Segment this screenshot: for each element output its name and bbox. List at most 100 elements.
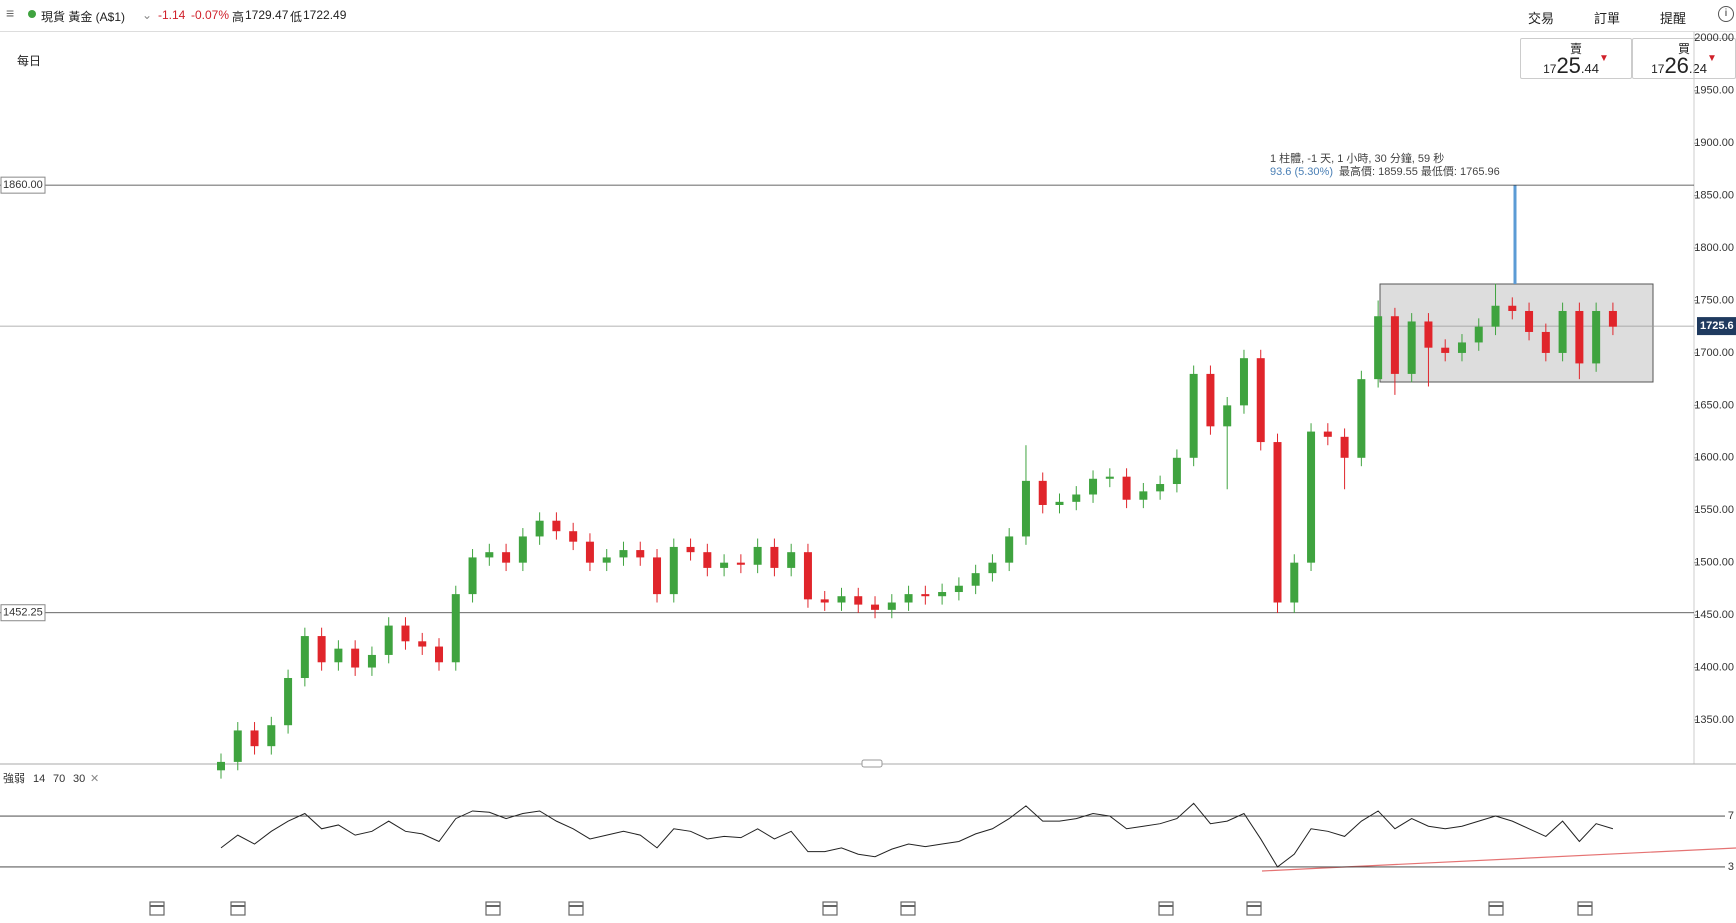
candle-body: [669, 546, 678, 595]
sell-box[interactable]: 賣 1725.44▼: [1520, 38, 1632, 79]
calendar-icon: [1246, 901, 1262, 916]
buy-box[interactable]: 買 1726.24▼: [1632, 38, 1736, 79]
candle-body: [954, 585, 963, 593]
candle-body: [451, 594, 460, 663]
menu-item[interactable]: 交易: [1528, 11, 1555, 26]
symbol[interactable]: 現貨 黃金 (A$1): [41, 10, 126, 24]
candle-body: [1072, 494, 1081, 502]
candle-body: [552, 520, 561, 532]
candle-body: [1525, 310, 1534, 332]
candle-body: [1474, 326, 1483, 343]
calendar-icon: [1577, 901, 1593, 916]
price-big: 25: [1556, 53, 1581, 78]
candle-body: [703, 552, 712, 568]
y-tick-label: 1850.00: [1694, 190, 1734, 202]
candle-body: [1273, 442, 1282, 603]
candle-body: [351, 648, 360, 668]
level-label: 7: [1728, 810, 1734, 822]
last-price-tag: [1697, 317, 1736, 336]
candle-body: [485, 552, 494, 558]
candle-body: [1105, 476, 1114, 479]
y-tick-label: 1800.00: [1694, 242, 1734, 254]
high-label: 高: [232, 10, 245, 24]
candle-body: [217, 761, 225, 771]
candle-body: [1172, 457, 1181, 485]
candle-body: [284, 678, 293, 726]
menu-icon[interactable]: ≡: [6, 5, 15, 21]
low-label: 低: [290, 10, 303, 24]
candle-body: [787, 552, 796, 568]
indicator-param: 30: [73, 773, 85, 785]
candle-body: [736, 562, 745, 565]
y-tick-label: 1450.00: [1694, 609, 1734, 621]
candle-body: [1189, 373, 1198, 458]
info-icon[interactable]: i: [1718, 6, 1734, 22]
candle-body: [1005, 536, 1014, 563]
indicator-param: 70: [53, 773, 65, 785]
horizontal-line-tag: [0, 604, 46, 622]
calendar-icon: [568, 901, 584, 916]
candle-body: [1139, 491, 1148, 500]
price-small: .44: [1580, 61, 1599, 76]
horizontal-line-label: 1452.25: [3, 607, 43, 619]
candle-body: [267, 725, 276, 747]
candle-body: [871, 604, 880, 610]
candle-body: [1122, 476, 1131, 500]
measure-values: 93.6 (5.30%) 最高價: 1859.55 最低價: 1765.96: [1270, 164, 1500, 178]
candle-body: [1323, 431, 1332, 437]
candle-body: [653, 557, 662, 595]
candle-body: [502, 552, 511, 563]
candle-body: [1508, 305, 1517, 311]
horizontal-line-tag: [0, 176, 46, 194]
pane-handle[interactable]: [861, 759, 883, 768]
candle-body: [619, 550, 628, 558]
candle-body: [1089, 478, 1098, 495]
sell-label: 賣: [1569, 42, 1582, 56]
calendar-icon: [230, 901, 246, 916]
candle-body: [904, 594, 913, 603]
menu-item[interactable]: 訂單: [1594, 11, 1621, 26]
candle-body: [569, 531, 578, 542]
timeframe[interactable]: 每日: [17, 54, 42, 68]
candle-body: [1575, 310, 1584, 364]
y-tick-label: 1900.00: [1694, 137, 1734, 149]
change: -1.14: [158, 8, 186, 22]
candle-body: [367, 654, 376, 668]
candle-body: [720, 562, 729, 568]
candle-body: [971, 573, 980, 586]
price-prefix: 17: [1651, 62, 1665, 76]
candle-body: [938, 592, 947, 597]
candle-body: [518, 536, 527, 563]
calendar-icon: [822, 901, 838, 916]
candle-body: [334, 648, 343, 663]
candle-body: [418, 641, 427, 647]
candle-body: [317, 636, 326, 663]
candle-body: [1021, 480, 1030, 537]
candle-body: [854, 596, 863, 605]
calendar-icons: [149, 901, 1593, 916]
indicator-close[interactable]: ✕: [90, 773, 99, 785]
candle-body: [1223, 405, 1232, 427]
y-tick-label: 2000.00: [1694, 32, 1734, 44]
candle-body: [1491, 305, 1500, 327]
candle-body: [602, 557, 611, 563]
buy-price: 1726.24▼: [1651, 53, 1717, 78]
candle-body: [233, 730, 242, 762]
candle-body: [1608, 310, 1617, 327]
candle-body: [1541, 331, 1550, 353]
last-price-label: 1725.6: [1700, 320, 1734, 332]
menu-item[interactable]: 提醒: [1660, 11, 1687, 26]
calendar-icon: [900, 901, 916, 916]
candle-body: [1340, 436, 1349, 458]
candle-body: [1374, 316, 1383, 380]
y-tick-label: 1950.00: [1694, 85, 1734, 97]
candle-body: [1558, 310, 1567, 353]
trend-line[interactable]: [1261, 847, 1736, 872]
candle-body: [1206, 373, 1215, 427]
candle-body: [384, 625, 393, 655]
candle-body: [837, 596, 846, 603]
rectangle-drawing[interactable]: [1379, 283, 1654, 383]
measure-change: 93.6 (5.30%): [1270, 166, 1333, 178]
high: 1729.47: [245, 8, 289, 22]
dropdown[interactable]: ⌄: [142, 8, 153, 22]
